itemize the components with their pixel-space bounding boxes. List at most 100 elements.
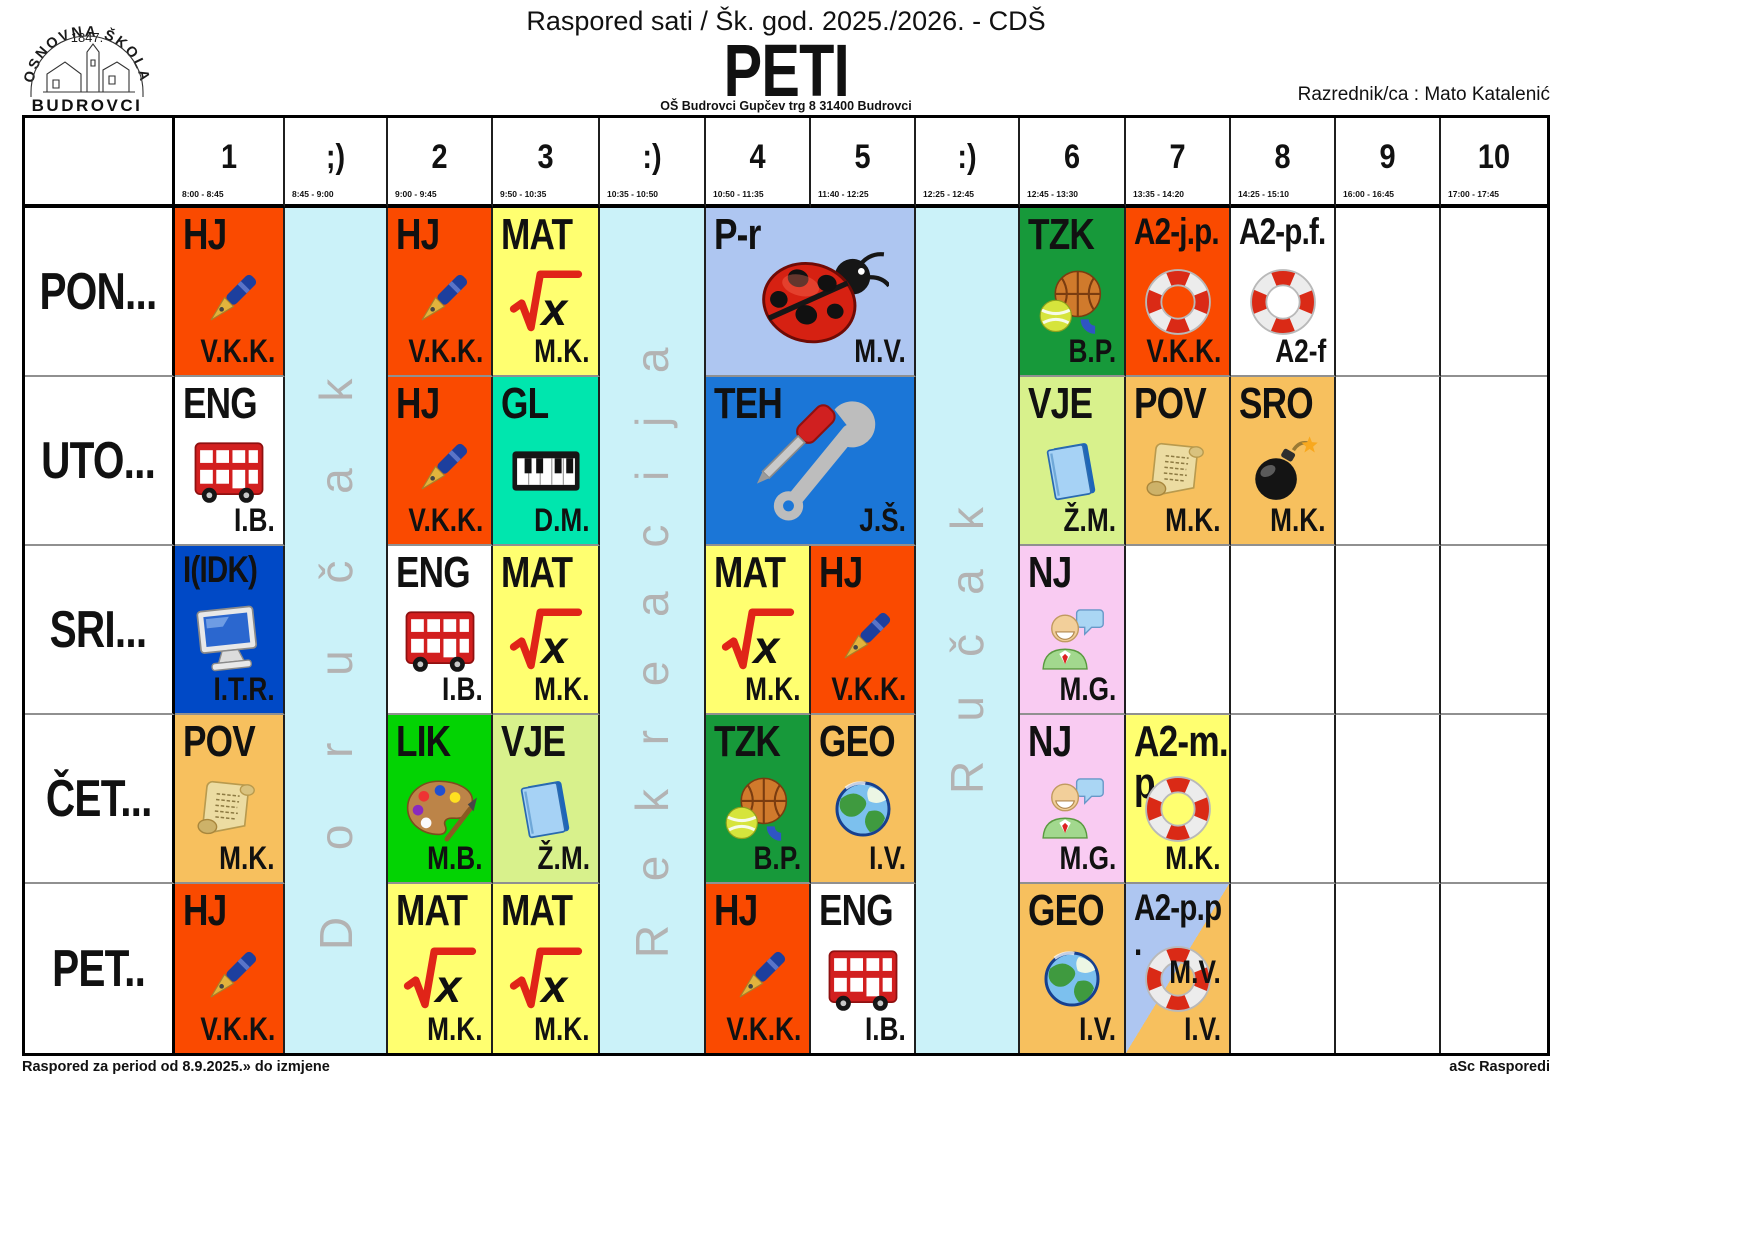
subject-label: TZK: [1028, 210, 1095, 259]
empty-cell: [1336, 546, 1441, 715]
lesson-cell: A2-p.f. A2-f: [1231, 208, 1336, 377]
bus-icon: [826, 942, 900, 1016]
day-label: SRI...: [50, 600, 148, 659]
empty-cell: [1336, 208, 1441, 377]
subject-label: POV: [183, 717, 256, 766]
subject-label: LIK: [396, 717, 451, 766]
subject-label: VJE: [501, 717, 566, 766]
lifebuoy-icon: [1141, 265, 1215, 339]
subject-label: NJ: [1028, 548, 1072, 597]
period-number: 8: [1274, 138, 1291, 176]
lesson-cell: ENG I.B.: [811, 884, 916, 1053]
footer-period-note: Raspored za period od 8.9.2025.» do izmj…: [22, 1059, 330, 1075]
teacher-label-secondary: I.V.: [1184, 1011, 1221, 1047]
period-time: 14:25 - 15:10: [1238, 189, 1290, 199]
pen-icon: [721, 942, 795, 1016]
lesson-cell: MAT M.K.: [493, 546, 600, 715]
lesson-cell: A2-m. p. M.K.: [1126, 715, 1231, 884]
subject-label: HJ: [183, 886, 227, 935]
teacher-label: M.B.: [427, 840, 483, 876]
lesson-cell: GL D.M.: [493, 377, 600, 546]
subject-label: SRO: [1239, 379, 1314, 428]
day-label: PON...: [39, 262, 158, 321]
lesson-cell: ENG I.B.: [388, 546, 493, 715]
lesson-cell: HJ V.K.K.: [811, 546, 916, 715]
lesson-cell: GEO I.V.: [1020, 884, 1126, 1053]
subject-label: A2-j.p.: [1134, 211, 1220, 252]
day-label-cell: PET..: [25, 884, 175, 1053]
period-time: 10:50 - 11:35: [713, 189, 764, 199]
teacher-label: M.K.: [534, 333, 590, 369]
period-time: 9:00 - 9:45: [395, 189, 437, 199]
period-number: 4: [749, 138, 766, 176]
person-icon: [1035, 603, 1109, 677]
subject-label: A2-p.p.: [1134, 887, 1222, 964]
period-number: 5: [854, 138, 871, 176]
lesson-cell: VJE Ž.M.: [1020, 377, 1126, 546]
period-time: 12:45 - 13:30: [1027, 189, 1079, 199]
computer-icon: [192, 603, 266, 677]
subject-label: MAT: [501, 210, 573, 259]
sqrt-icon: [403, 942, 477, 1016]
lesson-cell: HJ V.K.K.: [388, 208, 493, 377]
subject-label: HJ: [183, 210, 227, 259]
teacher-label: V.K.K.: [408, 333, 483, 369]
lesson-cell: TZK B.P.: [706, 715, 811, 884]
subject-label: HJ: [396, 379, 440, 428]
teacher-label: M.K.: [1270, 502, 1326, 538]
period-time: 11:40 - 12:25: [818, 189, 869, 199]
period-number: :): [957, 138, 977, 176]
balls-icon: [1035, 265, 1109, 339]
footer-app-name: aSc Rasporedi: [1449, 1059, 1550, 1075]
teacher-label: M.K.: [427, 1011, 483, 1047]
period-time: 9:50 - 10:35: [500, 189, 547, 199]
empty-cell: [1231, 884, 1336, 1053]
column-header: 4 10:50 - 11:35: [706, 118, 811, 208]
timetable-grid: 1 8:00 - 8:45;) 8:45 - 9:00 2 9:00 - 9:45 3 9:…: [22, 115, 1550, 1056]
lesson-cell: MAT M.K.: [493, 208, 600, 377]
pen-icon: [192, 265, 266, 339]
logo-bottom-text: BUDROVCI: [32, 96, 143, 115]
scroll-icon: [192, 772, 266, 846]
lesson-cell: MAT M.K.: [493, 884, 600, 1053]
page-title: Raspored sati / Šk. god. 2025./2026. - C…: [526, 6, 1046, 36]
empty-cell: [1126, 546, 1231, 715]
period-number: 1: [220, 138, 238, 176]
period-number: 9: [1379, 138, 1396, 176]
teacher-label: M.K.: [745, 671, 801, 707]
balls-icon: [721, 772, 795, 846]
column-header: 6 12:45 - 13:30: [1020, 118, 1126, 208]
class-name: PETI: [723, 29, 849, 112]
globe-icon: [1035, 942, 1109, 1016]
teacher-label: Ž.M.: [1063, 502, 1116, 538]
empty-cell: [1231, 546, 1336, 715]
day-label: PET..: [51, 939, 146, 998]
school-logo: OSNOVNA ŠKOLA 1847. BUDROVCI: [21, 24, 150, 115]
period-number: ;): [325, 138, 346, 176]
teacher-label: M.K.: [534, 671, 590, 707]
period-time: 8:00 - 8:45: [182, 189, 224, 199]
subject-label: ENG: [396, 548, 471, 597]
bus-icon: [192, 434, 266, 508]
teacher-label: I.V.: [1079, 1011, 1116, 1047]
homeroom-teacher: Razrednik/ca : Mato Katalenić: [1297, 84, 1550, 105]
lesson-cell: I(IDK) I.T.R.: [175, 546, 285, 715]
period-time: 12:25 - 12:45: [923, 189, 975, 199]
subject-label: MAT: [714, 548, 786, 597]
teacher-label: V.K.K.: [200, 1011, 275, 1047]
subject-label: I(IDK): [183, 549, 258, 590]
subject-label: GL: [501, 379, 549, 428]
teacher-label: I.B.: [865, 1011, 906, 1047]
lesson-cell: POV M.K.: [175, 715, 285, 884]
break-label: Doručak: [309, 311, 362, 950]
school-address: OŠ Budrovci Gupčev trg 8 31400 Budrovci: [660, 99, 912, 113]
teacher-label: D.M.: [534, 502, 590, 538]
empty-cell: [1336, 715, 1441, 884]
period-number: 6: [1063, 138, 1081, 176]
subject-label: ENG: [183, 379, 258, 428]
teacher-label: M.V.: [1169, 954, 1221, 990]
lesson-cell: GEO I.V.: [811, 715, 916, 884]
lesson-cell: NJ M.G.: [1020, 715, 1126, 884]
subject-label: A2-p.f.: [1239, 211, 1326, 252]
day-label-cell: UTO...: [25, 377, 175, 546]
